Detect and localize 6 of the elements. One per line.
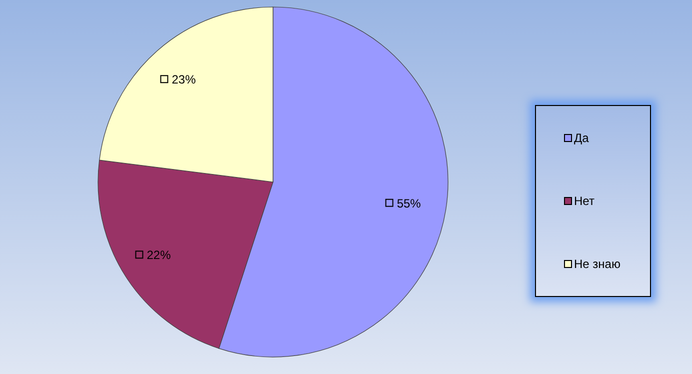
data-label: 55%	[396, 196, 422, 210]
data-label: 23%	[172, 72, 196, 87]
legend-label: Не знаю	[574, 257, 620, 272]
slice-label: Да	[574, 130, 589, 145]
legend-label: Нет	[574, 194, 594, 208]
data-label: 22%	[146, 248, 172, 262]
